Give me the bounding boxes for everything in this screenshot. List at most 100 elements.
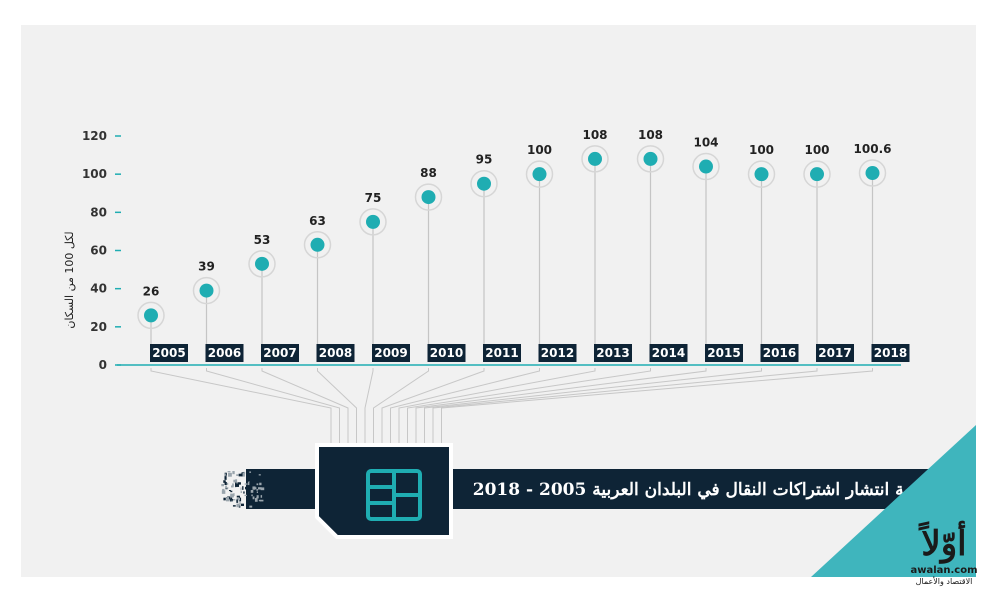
data-point-halo — [192, 276, 221, 305]
connector-line — [364, 368, 374, 443]
data-point-halo — [803, 160, 831, 188]
data-point — [310, 237, 325, 252]
data-point-halo — [525, 160, 554, 188]
data-label: 53 — [254, 233, 271, 247]
data-point — [754, 167, 769, 182]
y-tick-label: 40 — [90, 282, 107, 296]
sim-card-icon — [315, 443, 453, 539]
y-tick-label: 100 — [82, 167, 107, 181]
sim-chip-icon — [366, 469, 422, 521]
x-tick-label: 2008 — [319, 346, 352, 360]
connector-line — [261, 368, 349, 443]
year-box — [871, 344, 910, 362]
year-box — [483, 344, 521, 362]
connector-line — [441, 368, 873, 443]
x-tick-label: 2011 — [485, 346, 518, 360]
data-label: 104 — [693, 136, 718, 150]
data-label: 75 — [365, 191, 382, 205]
x-tick-label: 2006 — [208, 346, 241, 360]
year-box — [427, 344, 466, 362]
connector-line — [407, 368, 651, 443]
data-label: 100 — [804, 143, 829, 157]
year-box — [316, 344, 355, 362]
data-point — [421, 190, 436, 205]
x-tick-label: 2016 — [763, 346, 796, 360]
brand-logo-text: أوّلاً — [921, 524, 967, 564]
data-label: 100.6 — [854, 142, 892, 156]
brand-logo: أوّلاً awalan.com الاقتصاد والأعمال — [904, 527, 984, 586]
year-box — [594, 344, 632, 362]
y-tick-label: 60 — [90, 244, 107, 258]
data-label: 100 — [527, 143, 552, 157]
year-box — [705, 344, 743, 362]
data-label: 95 — [476, 153, 493, 167]
y-tick-label: 20 — [90, 320, 107, 334]
year-box — [649, 344, 688, 362]
data-point — [699, 159, 713, 174]
y-tick-label: 80 — [90, 205, 107, 219]
data-label: 88 — [420, 166, 437, 180]
data-label: 39 — [198, 260, 215, 274]
connector-line — [415, 368, 707, 443]
data-point-halo — [858, 159, 887, 187]
data-label: 108 — [582, 128, 607, 142]
data-point — [477, 176, 491, 191]
brand-tagline: الاقتصاد والأعمال — [915, 577, 973, 586]
data-point — [643, 151, 658, 166]
x-tick-label: 2014 — [652, 346, 685, 360]
data-point — [255, 256, 269, 271]
data-point-halo — [303, 231, 332, 259]
data-point-halo — [636, 145, 665, 173]
x-tick-label: 2017 — [818, 346, 851, 360]
connector-line — [398, 368, 596, 443]
data-label: 26 — [143, 284, 160, 298]
x-tick-label: 2005 — [152, 346, 185, 360]
data-point — [144, 308, 158, 323]
x-tick-label: 2012 — [541, 346, 574, 360]
x-tick-label: 2015 — [707, 346, 740, 360]
title-bar-noise-decoration — [221, 471, 265, 508]
x-tick-label: 2007 — [263, 346, 296, 360]
connector-line — [317, 368, 357, 443]
y-tick-label: 120 — [82, 129, 107, 143]
data-point-halo — [248, 250, 276, 278]
data-point — [532, 167, 547, 182]
data-point-halo — [470, 169, 498, 198]
data-point — [588, 151, 602, 166]
data-point-halo — [414, 183, 443, 211]
y-tick-label: 0 — [99, 358, 107, 372]
x-tick-label: 2013 — [596, 346, 629, 360]
year-box — [538, 344, 577, 362]
connector-line — [373, 368, 429, 443]
data-point — [366, 214, 380, 229]
year-box — [372, 344, 410, 362]
data-point-halo — [137, 301, 165, 330]
connector-line — [390, 368, 540, 443]
brand-site: awalan.com — [910, 565, 978, 576]
data-label: 100 — [749, 143, 774, 157]
connector-line — [206, 368, 340, 443]
data-marks: 26 2005 39 2006 53 2007 63 2008 75 2009 88 2010 95 20… — [137, 128, 910, 362]
data-point-halo — [359, 208, 387, 236]
y-axis: 0 20 40 60 80 100 120 — [82, 129, 901, 372]
data-point — [199, 283, 214, 298]
year-box — [205, 344, 244, 362]
data-label: 63 — [309, 214, 326, 228]
chart-svg: 0 20 40 60 80 100 120 26 2005 39 2006 53 2007 63 2008… — [63, 128, 946, 539]
x-tick-label: 2018 — [874, 346, 907, 360]
year-box — [261, 344, 299, 362]
data-point — [810, 167, 824, 182]
data-label: 108 — [638, 128, 663, 142]
data-point — [865, 166, 880, 181]
x-tick-label: 2009 — [374, 346, 407, 360]
y-axis-label: لكل 100 من السكان — [63, 231, 76, 328]
chart-panel: 0 20 40 60 80 100 120 26 2005 39 2006 53 2007 63 2008… — [21, 25, 976, 577]
x-tick-label: 2010 — [430, 346, 463, 360]
connector-line — [424, 368, 762, 443]
connector-line — [150, 368, 332, 443]
connector-line — [432, 368, 818, 443]
chart-title: نسبة انتشار اشتراكات النقال في البلدان ا… — [473, 480, 929, 500]
connector-line — [381, 368, 485, 443]
year-box — [150, 344, 188, 362]
data-point-halo — [747, 160, 776, 188]
